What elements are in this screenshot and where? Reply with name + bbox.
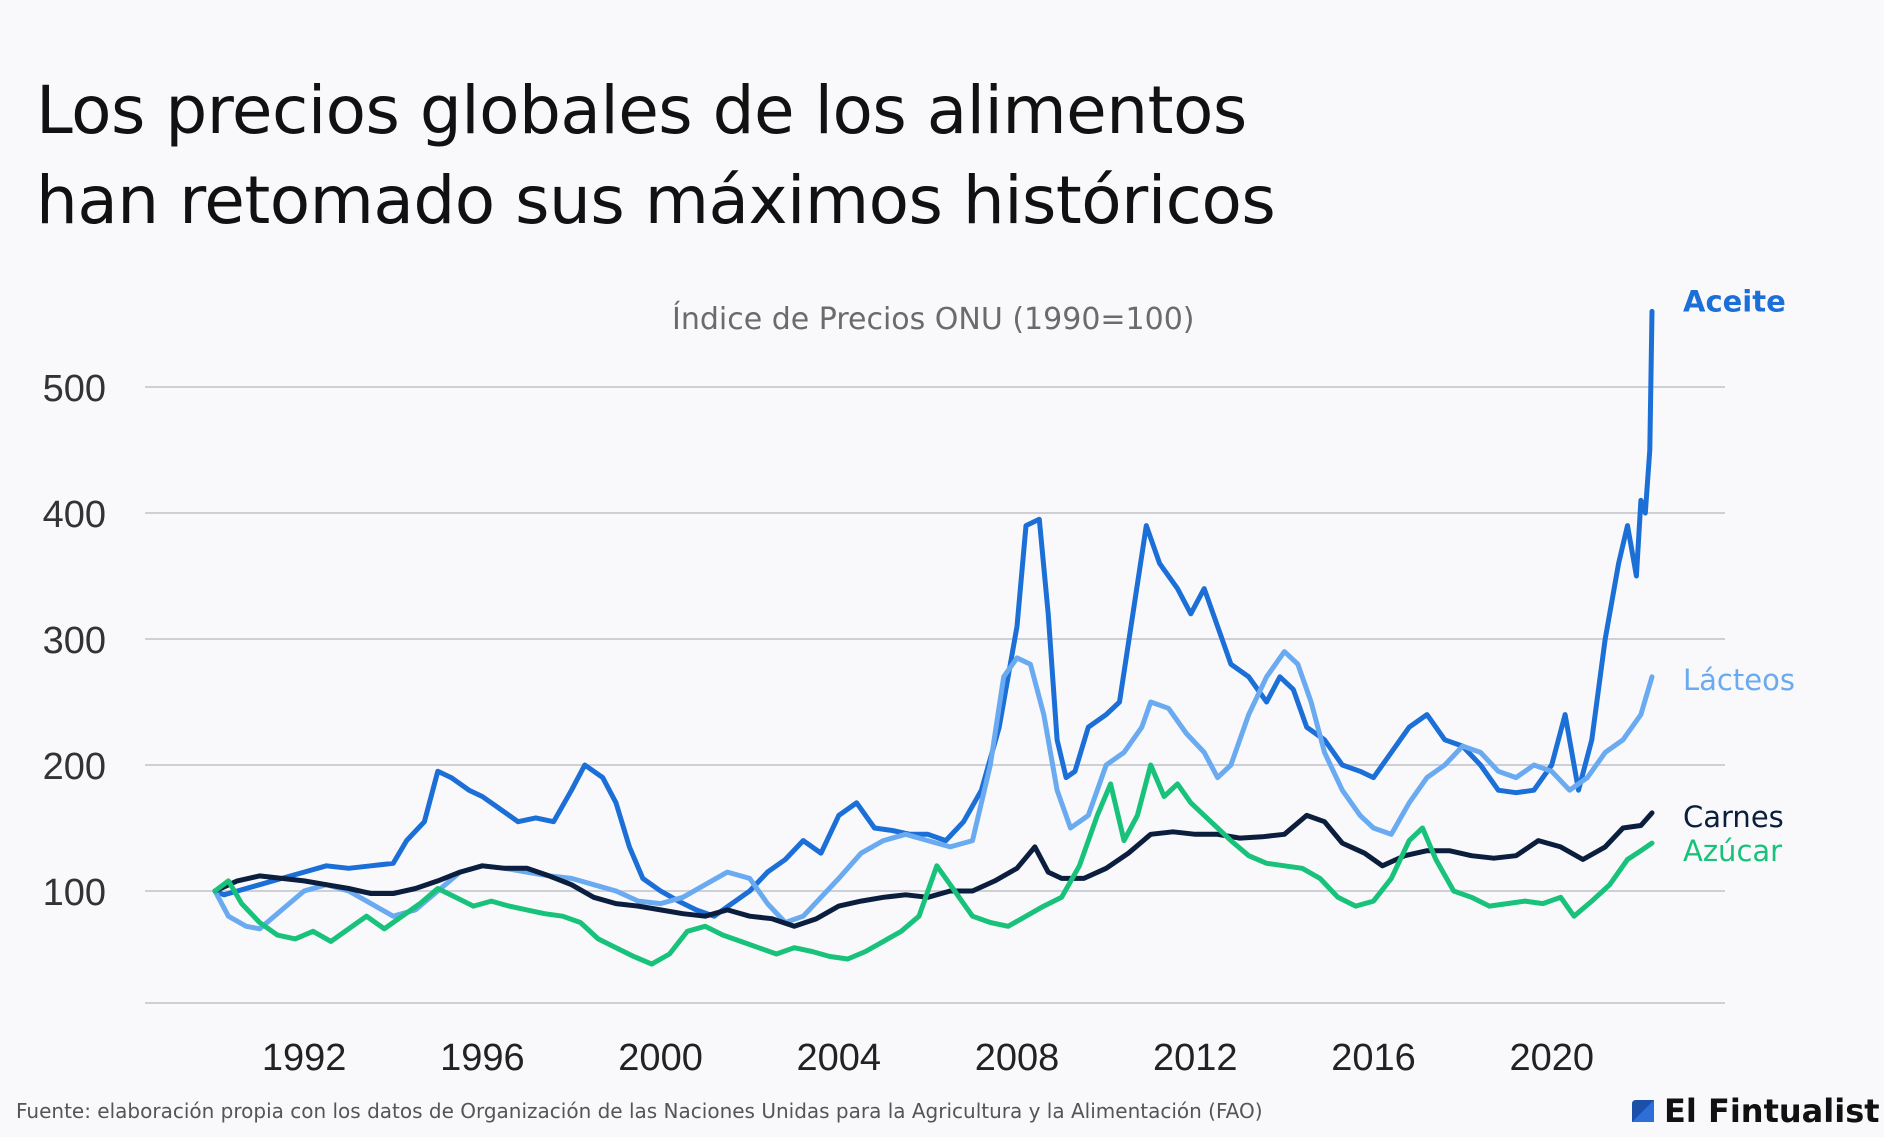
x-tick-label: 2004 xyxy=(797,1037,882,1079)
x-tick-label: 2008 xyxy=(975,1037,1060,1079)
chart-subtitle: Índice de Precios ONU (1990=100) xyxy=(672,302,1195,337)
series-label-lácteos: Lácteos xyxy=(1683,663,1795,697)
x-tick-label: 2012 xyxy=(1153,1037,1238,1079)
y-tick-label: 100 xyxy=(43,872,106,914)
x-tick-label: 1996 xyxy=(440,1037,525,1079)
brand-logo[interactable]: El Fintualist xyxy=(1630,1092,1880,1130)
series-line-carnes xyxy=(212,810,1655,929)
brand-name: El Fintualist xyxy=(1664,1092,1880,1130)
chart-title-heading: Los precios globales de los alimentos ha… xyxy=(36,66,1536,246)
series-line-aceite xyxy=(212,308,1655,919)
series-line-azúcar xyxy=(212,762,1655,967)
series-label-azúcar: Azúcar xyxy=(1683,834,1782,868)
series-label-aceite: Aceite xyxy=(1683,284,1786,318)
x-axis-ticks: 1992 1996 2000 2004 2008 2012 2016 2020 xyxy=(262,1037,1594,1079)
x-tick-label: 2020 xyxy=(1509,1037,1594,1079)
x-tick-label: 1992 xyxy=(262,1037,347,1079)
series-label-carnes: Carnes xyxy=(1683,800,1784,834)
title-line-1: Los precios globales de los alimentos xyxy=(36,72,1247,150)
series-lines xyxy=(212,308,1655,967)
y-tick-label: 400 xyxy=(43,494,106,536)
x-tick-label: 2016 xyxy=(1331,1037,1416,1079)
fintual-logo-icon xyxy=(1632,1100,1654,1122)
source-footnote: Fuente: elaboración propia con los datos… xyxy=(16,1099,1263,1123)
y-axis-ticks: 100 200 300 400 500 xyxy=(43,368,106,914)
title-line-2: han retomado sus máximos históricos xyxy=(36,162,1276,240)
x-tick-label: 2000 xyxy=(618,1037,703,1079)
y-tick-label: 200 xyxy=(43,746,106,788)
y-tick-label: 500 xyxy=(43,368,106,410)
y-tick-label: 300 xyxy=(43,620,106,662)
